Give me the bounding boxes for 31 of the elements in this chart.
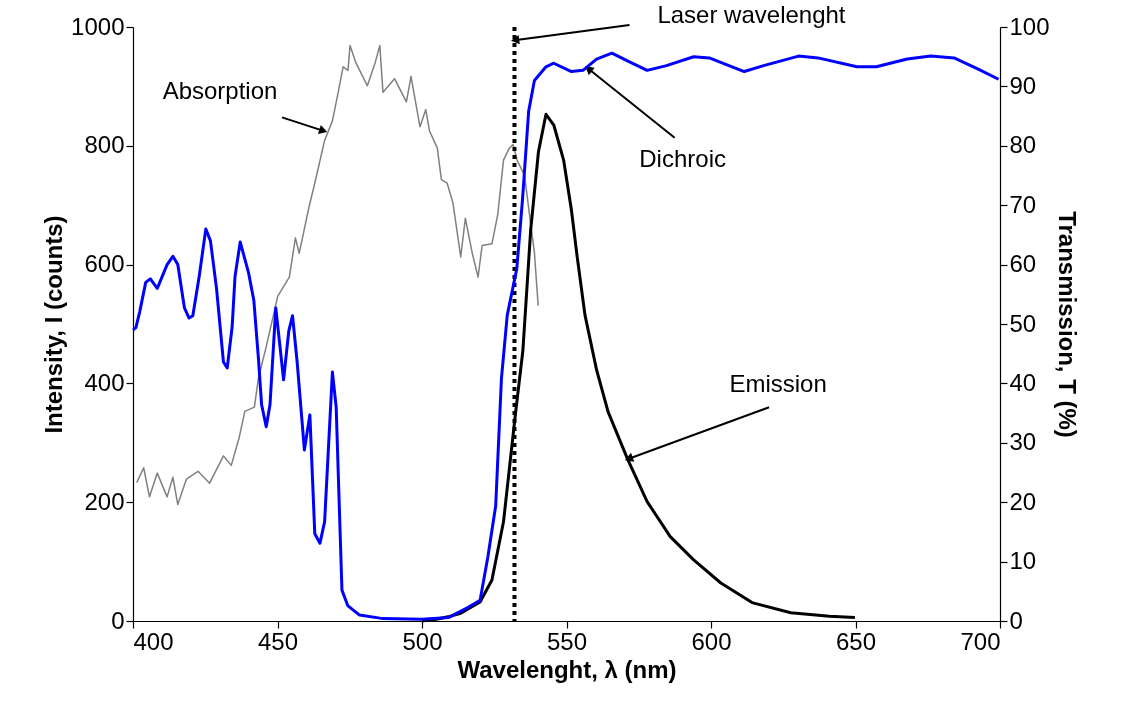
x-axis-title: Wavelenght, λ (nm) [457,655,677,683]
y2-tick-label: 70 [1009,190,1037,218]
y2-tick-label: 0 [1009,606,1023,634]
y2-tick-label: 60 [1009,250,1037,278]
y2-tick-label: 40 [1009,368,1037,396]
y-axis-title: Intensity, I (counts) [40,215,68,434]
x-tick-label: 500 [402,627,443,655]
annotation: Dichroic [639,144,726,172]
y-tick-label: 0 [111,606,125,634]
y-tick-label: 1000 [71,12,125,40]
y2-tick-label: 80 [1009,131,1037,159]
y2-tick-label: 100 [1009,12,1050,40]
y-tick-label: 800 [84,131,125,159]
x-tick-label: 400 [133,627,174,655]
annotation: Emission [729,370,827,398]
y-tick-label: 200 [84,487,125,515]
y2-tick-label: 20 [1009,487,1037,515]
y2-tick-label: 50 [1009,309,1037,337]
x-tick-label: 600 [691,627,732,655]
y2-axis-title: Transmission, T (%) [1053,211,1081,438]
ref-line-label: Laser wavelenght [657,1,846,28]
x-tick-label: 550 [546,627,588,655]
y-tick-label: 400 [84,368,125,396]
y-tick-label: 600 [84,250,125,278]
y2-tick-label: 30 [1009,428,1037,456]
y2-tick-label: 10 [1009,547,1037,575]
x-tick-label: 450 [257,627,299,655]
x-tick-label: 650 [835,627,877,655]
annotation: Absorption [162,77,278,105]
x-tick-label: 700 [960,627,1001,655]
y2-tick-label: 90 [1009,71,1037,99]
